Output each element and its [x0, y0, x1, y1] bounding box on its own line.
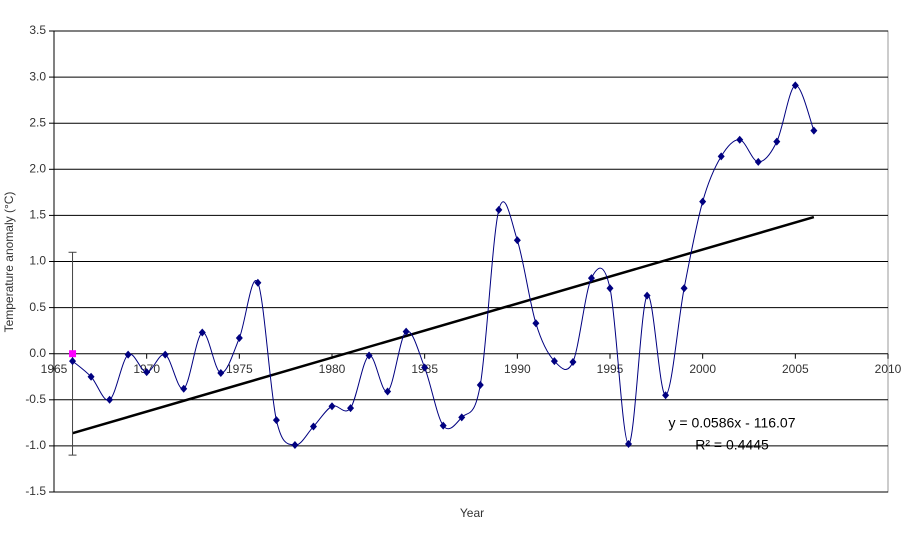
x-tick-label: 2000: [689, 362, 716, 376]
x-tick-label: 2010: [875, 362, 902, 376]
data-point: [699, 197, 707, 206]
x-tick-label: 1980: [319, 362, 346, 376]
data-point: [384, 387, 392, 396]
y-tick-label: -1.0: [25, 438, 46, 452]
data-point: [254, 278, 262, 287]
data-point: [476, 381, 484, 390]
y-tick-label: 0.5: [29, 300, 46, 314]
data-point: [402, 327, 410, 336]
y-tick-label: 3.5: [29, 23, 46, 37]
data-point: [272, 416, 280, 425]
x-tick-label: 1965: [41, 362, 68, 376]
data-point: [347, 404, 355, 413]
x-tick-label: 2005: [782, 362, 809, 376]
data-point: [439, 421, 447, 430]
y-tick-label: 0.0: [29, 346, 46, 360]
y-tick-label: 1.5: [29, 208, 46, 222]
y-tick-label: 3.0: [29, 69, 46, 83]
data-point: [69, 357, 77, 366]
y-tick-label: -0.5: [25, 392, 46, 406]
data-point: [662, 391, 670, 400]
y-tick-label: 2.5: [29, 115, 46, 129]
data-point: [587, 274, 595, 283]
data-point: [328, 402, 336, 411]
y-tick-label: 1.0: [29, 254, 46, 268]
data-point: [161, 350, 169, 359]
data-point: [754, 157, 762, 166]
data-point: [736, 135, 744, 144]
y-tick-label: 2.0: [29, 161, 46, 175]
data-point: [365, 351, 373, 360]
data-point: [791, 81, 799, 90]
data-point: [180, 384, 188, 393]
data-point: [106, 395, 114, 404]
data-point: [421, 363, 429, 372]
data-point: [495, 205, 503, 214]
data-point: [625, 440, 633, 449]
trend-equation: y = 0.0586x - 116.07: [669, 415, 796, 431]
data-point: [550, 357, 558, 366]
data-point: [643, 291, 651, 300]
data-point: [143, 368, 151, 377]
data-point: [87, 372, 95, 381]
data-point: [235, 334, 243, 343]
x-tick-label: 1995: [597, 362, 624, 376]
data-point: [606, 284, 614, 293]
data-point: [773, 137, 781, 146]
data-point: [458, 413, 466, 422]
reference-point: [69, 350, 77, 358]
x-axis-label: Year: [460, 506, 484, 520]
data-point: [291, 440, 299, 449]
y-tick-label: -1.5: [25, 484, 46, 498]
data-point: [717, 152, 725, 161]
trendline: [72, 215, 815, 435]
x-tick-label: 1975: [226, 362, 253, 376]
data-point: [309, 422, 317, 431]
data-point: [569, 357, 577, 366]
x-tick-label: 1990: [504, 362, 531, 376]
data-point: [810, 126, 818, 135]
data-point: [532, 319, 540, 328]
data-point: [217, 369, 225, 378]
data-point: [198, 328, 206, 337]
data-point: [680, 284, 688, 293]
y-axis-label: Temperature anomaly (°C): [2, 192, 16, 333]
trend-r2: R² = 0.4445: [695, 437, 769, 453]
data-point: [124, 350, 132, 359]
data-point: [513, 236, 521, 245]
